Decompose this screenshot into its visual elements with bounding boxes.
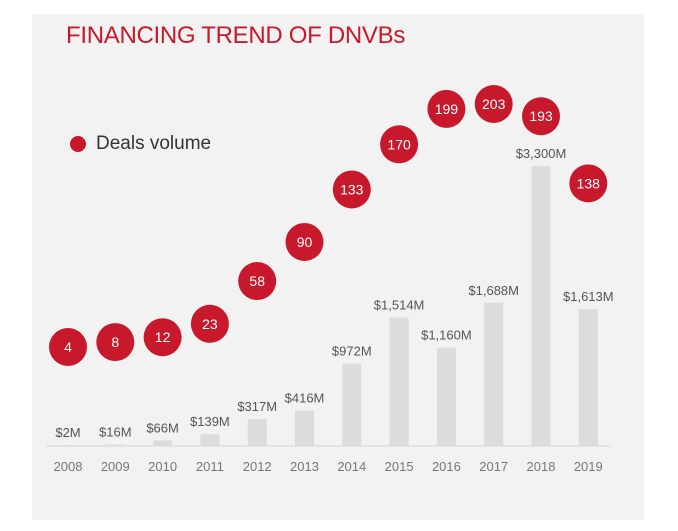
funding-bar: [58, 445, 78, 446]
funding-value-label: $2M: [55, 425, 80, 440]
funding-value-label: $416M: [285, 391, 325, 406]
year-tick-label: 2008: [54, 459, 83, 474]
deals-value-label: 23: [202, 316, 218, 332]
funding-value-label: $1,160M: [421, 328, 472, 343]
deals-bubble: [49, 328, 87, 366]
deals-bubble: [143, 318, 182, 357]
deals-bubble: [569, 164, 608, 203]
deals-bubble: [96, 323, 135, 362]
funding-value-label: $1,613M: [563, 289, 614, 304]
funding-bar: [436, 347, 456, 446]
year-tick-label: 2012: [243, 459, 272, 474]
deals-value-label: 90: [297, 234, 313, 250]
funding-value-label: $1,514M: [374, 298, 425, 313]
deals-bubble: [285, 222, 324, 261]
chart-title: FINANCING TREND OF DNVBs: [66, 22, 406, 49]
deals-bubble: [474, 85, 513, 123]
funding-bar: [247, 419, 267, 446]
year-tick-label: 2019: [574, 459, 603, 474]
deals-value-label: 12: [155, 329, 171, 345]
year-tick-label: 2011: [196, 459, 224, 474]
deals-value-label: 4: [64, 339, 72, 355]
funding-value-label: $3,300M: [516, 146, 567, 161]
funding-value-label: $16M: [99, 425, 132, 440]
year-tick-label: 2013: [290, 459, 319, 474]
legend-label: Deals volume: [96, 133, 212, 154]
year-tick-label: 2018: [527, 459, 556, 474]
funding-bar: [153, 440, 173, 446]
year-tick-label: 2017: [479, 459, 508, 474]
deals-value-label: 170: [387, 136, 411, 152]
deals-bubble: [427, 89, 466, 128]
year-tick-label: 2014: [337, 459, 366, 474]
funding-bar: [295, 410, 314, 446]
funding-bar: [342, 363, 362, 446]
funding-value-label: $317M: [237, 399, 277, 414]
year-tick-label: 2015: [385, 459, 414, 474]
deals-bubble: [380, 125, 419, 164]
deals-bubble: [238, 262, 277, 301]
deals-value-label: 58: [249, 273, 265, 289]
deals-bubble: [190, 304, 229, 343]
funding-value-label: $139M: [190, 414, 230, 429]
funding-value-label: $972M: [332, 344, 372, 359]
deals-value-label: 133: [340, 181, 364, 197]
deals-value-label: 203: [482, 96, 506, 112]
funding-bar: [389, 317, 409, 446]
year-tick-label: 2009: [101, 459, 130, 474]
funding-bar: [531, 166, 551, 446]
funding-bar: [105, 444, 125, 446]
deals-value-label: 138: [577, 175, 601, 191]
funding-bar: [200, 434, 220, 446]
funding-bar: [578, 309, 598, 446]
legend-marker: [70, 136, 86, 152]
deals-bubble: [332, 170, 371, 209]
deals-value-label: 8: [111, 334, 119, 350]
deals-value-label: 199: [435, 101, 459, 117]
funding-value-label: $66M: [146, 420, 179, 435]
year-tick-label: 2016: [432, 459, 461, 474]
deals-bubble: [522, 97, 560, 136]
funding-value-label: $1,688M: [468, 283, 519, 298]
year-tick-label: 2010: [148, 459, 177, 474]
funding-bar: [484, 302, 504, 446]
legend: Deals volume: [70, 133, 211, 155]
deals-value-label: 193: [529, 108, 553, 124]
